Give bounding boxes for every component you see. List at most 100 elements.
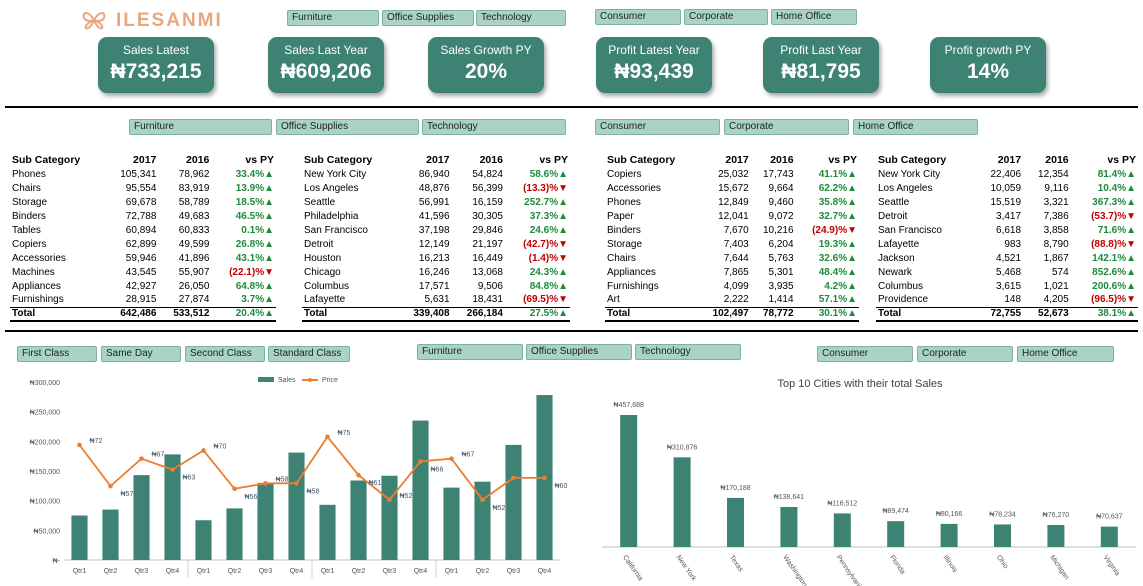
- row-label: San Francisco: [304, 224, 368, 236]
- slicer-home-office[interactable]: Home Office: [771, 9, 857, 25]
- value-cell: 29,846: [472, 224, 503, 236]
- row-label: Total: [876, 306, 976, 322]
- sales-bar: [195, 520, 212, 560]
- row-label: Columbus: [304, 280, 350, 292]
- slicer-home-office-mid[interactable]: Home Office: [853, 119, 978, 135]
- price-point: [232, 486, 237, 492]
- slicer-consumer-mid[interactable]: Consumer: [595, 119, 720, 135]
- slicer-first-class[interactable]: First Class: [17, 346, 97, 362]
- price-line: [78, 435, 545, 502]
- slicer-technology-bottom[interactable]: Technology: [635, 344, 741, 360]
- slicer-consumer-bottom[interactable]: Consumer: [817, 346, 913, 362]
- slicer-office-supplies[interactable]: Office Supplies: [382, 10, 474, 26]
- sales-bar: [133, 475, 150, 560]
- kpi-value: ₦81,795: [781, 60, 861, 83]
- city-data-label: ₦310,876: [667, 444, 697, 451]
- value-cell: 86,940: [418, 168, 450, 180]
- city-bar: [1047, 525, 1065, 547]
- change-cell: 38.1%▲: [1070, 306, 1138, 322]
- table-row: Furnishings 4,099 3,935 4.2%▲: [605, 279, 859, 293]
- slicer-consumer[interactable]: Consumer: [595, 9, 681, 25]
- price-point: [294, 481, 299, 486]
- change-cell: 26.8%▲: [235, 238, 274, 250]
- value-cell: 43,545: [125, 266, 157, 278]
- sales-bar: [257, 482, 274, 560]
- value-cell: 1,021: [1043, 280, 1069, 292]
- price-data-label: ₦67: [462, 452, 475, 459]
- city-bar: [940, 523, 958, 547]
- table-row: Machines 43,545 55,907 (22.1)%▼: [10, 265, 276, 279]
- value-cell: 83,919: [178, 182, 210, 194]
- price-point: [325, 434, 330, 440]
- row-label: Accessories: [12, 252, 66, 264]
- kpi-title: Sales Growth PY: [440, 43, 532, 57]
- change-cell: 58.6%▲: [529, 168, 568, 180]
- table-row: Art 2,222 1,414 57.1%▲: [605, 293, 859, 307]
- table-row: Seattle 56,991 16,159 252.7%▲: [302, 195, 570, 209]
- change-cell: (88.8)%▼: [1091, 238, 1136, 250]
- slicer-corporate-mid[interactable]: Corporate: [724, 119, 849, 135]
- value-cell: 3,858: [1043, 224, 1069, 236]
- value-cell: 5,468: [996, 266, 1022, 278]
- value-cell: 27,874: [178, 294, 210, 306]
- column-header: Sub Category: [878, 154, 947, 166]
- slicer-corporate-bottom[interactable]: Corporate: [917, 346, 1013, 362]
- value-cell: 72,788: [125, 210, 157, 222]
- value-cell: 102,497: [698, 306, 751, 322]
- total-row: Total 642,486 533,512 20.4%▲: [10, 306, 276, 322]
- kpi-title: Profit growth PY: [944, 43, 1032, 57]
- table-row: Paper 12,041 9,072 32.7%▲: [605, 209, 859, 223]
- slicer-home-office-bottom[interactable]: Home Office: [1017, 346, 1114, 362]
- slicer-corporate[interactable]: Corporate: [684, 9, 768, 25]
- value-cell: 2,222: [723, 294, 749, 306]
- price-point: [449, 456, 454, 461]
- slicer-second-class[interactable]: Second Class: [185, 346, 265, 362]
- slicer-furniture-bottom[interactable]: Furniture: [417, 344, 523, 360]
- city-tick-label: Florida: [888, 554, 906, 576]
- sales-bar: [350, 480, 367, 560]
- value-cell: 60,894: [125, 224, 157, 236]
- change-cell: 200.6%▲: [1092, 280, 1136, 292]
- value-cell: 3,321: [1043, 196, 1069, 208]
- value-cell: 69,678: [125, 196, 157, 208]
- row-label: Los Angeles: [304, 182, 359, 194]
- value-cell: 9,116: [1044, 182, 1069, 194]
- value-cell: 533,512: [158, 306, 212, 322]
- price-point: [139, 456, 144, 461]
- city-tick-label: California: [621, 554, 644, 582]
- slicer-technology-mid[interactable]: Technology: [422, 119, 566, 135]
- kpi-sales-last-year: Sales Last Year ₦609,206: [268, 37, 384, 93]
- price-point: [542, 475, 547, 481]
- slicer-furniture-mid[interactable]: Furniture: [129, 119, 272, 135]
- sales-bar: [505, 444, 522, 560]
- divider-bottom: [5, 330, 1138, 332]
- row-label: Chairs: [12, 182, 41, 194]
- sales-bar: [443, 487, 460, 560]
- change-cell: 252.7%▲: [524, 196, 568, 208]
- value-cell: 4,099: [723, 280, 749, 292]
- table-row: Houston 16,213 16,449 (1.4)%▼: [302, 251, 570, 265]
- table-row: Detroit 12,149 21,197 (42.7)%▼: [302, 237, 570, 251]
- table-row: Binders 72,788 49,683 46.5%▲: [10, 209, 276, 223]
- row-label: Chicago: [304, 266, 341, 278]
- table-row: Seattle 15,519 3,321 367.3%▲: [876, 195, 1138, 209]
- table-row: Binders 7,670 10,216 (24.9)%▼: [605, 223, 859, 237]
- slicer-technology[interactable]: Technology: [476, 10, 566, 26]
- change-cell: 30.1%▲: [795, 306, 859, 322]
- slicer-same-day[interactable]: Same Day: [101, 346, 181, 362]
- table-row: Jackson 4,521 1,867 142.1%▲: [876, 251, 1138, 265]
- kpi-title: Sales Last Year: [284, 43, 368, 57]
- value-cell: 5,631: [424, 294, 450, 306]
- column-header: Sub Category: [304, 154, 373, 166]
- city-bar: [727, 497, 744, 547]
- value-cell: 3,615: [996, 280, 1022, 292]
- x-tick-label: Qtr4: [538, 568, 552, 575]
- table-row: Phones 12,849 9,460 35.8%▲: [605, 195, 859, 209]
- slicer-furniture[interactable]: Furniture: [287, 10, 379, 26]
- slicer-office-supplies-bottom[interactable]: Office Supplies: [526, 344, 632, 360]
- slicer-standard-class[interactable]: Standard Class: [268, 346, 350, 362]
- slicer-office-supplies-mid[interactable]: Office Supplies: [276, 119, 419, 135]
- sales-bar: [288, 452, 305, 560]
- x-tick-label: Qtr1: [321, 568, 335, 575]
- price-data-label: ₦60: [555, 483, 568, 490]
